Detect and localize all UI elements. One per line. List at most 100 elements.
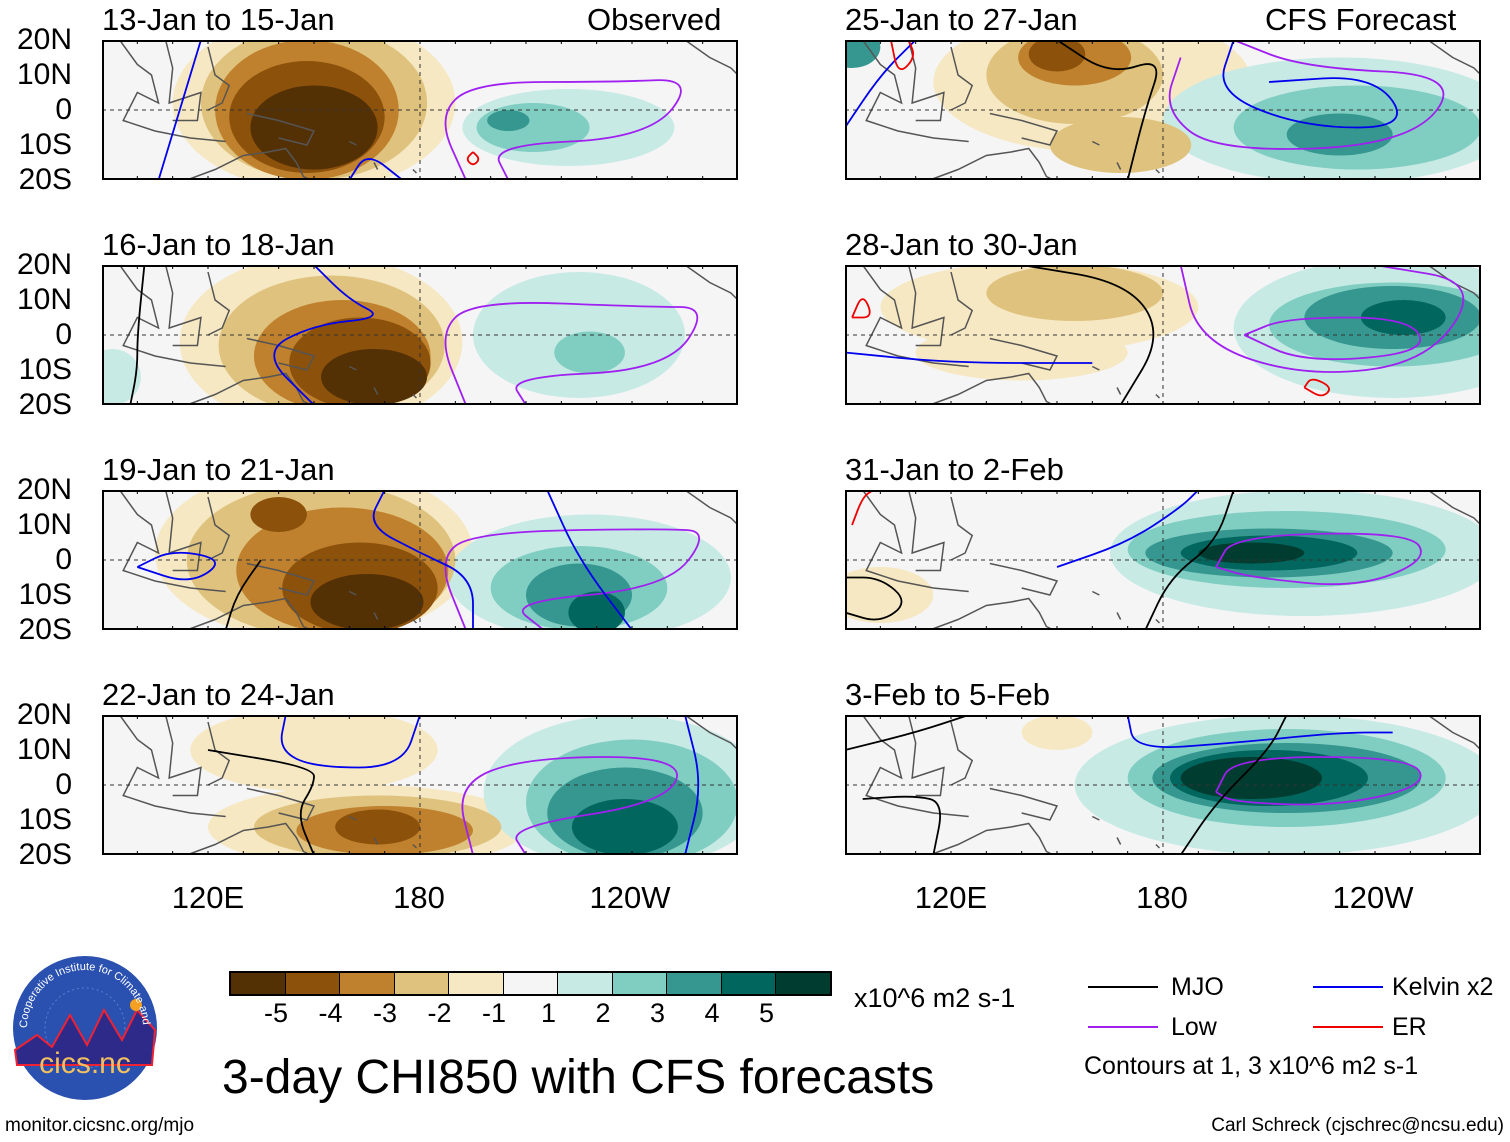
coastline xyxy=(246,562,316,596)
coastline xyxy=(1155,843,1160,849)
anomaly-shading xyxy=(102,349,141,405)
panel-title: 28-Jan to 30-Jan xyxy=(845,227,1078,262)
panel-title: 22-Jan to 24-Jan xyxy=(102,677,335,712)
mjo-contour xyxy=(845,576,903,621)
lat-label: 10N xyxy=(16,283,72,316)
anomaly-shading xyxy=(1021,715,1093,750)
lat-label: 20S xyxy=(18,613,72,646)
map-panel xyxy=(102,715,738,855)
colorbar-swatch xyxy=(776,973,830,994)
colorbar-label: -2 xyxy=(427,998,452,1028)
anomaly-shading xyxy=(1049,117,1192,173)
coastline xyxy=(907,490,945,572)
coastline xyxy=(186,147,311,180)
lat-label: 20S xyxy=(18,838,72,871)
kelvin-contour xyxy=(136,551,216,581)
colorbar-label: 4 xyxy=(704,998,720,1028)
cics-logo: Cooperative Institute for Climate and Sa… xyxy=(12,955,157,1100)
coastline xyxy=(164,490,202,572)
lon-label: 120E xyxy=(171,880,245,915)
anomaly-shading xyxy=(250,85,378,170)
er-legend-label: ER xyxy=(1392,1013,1427,1041)
colorbar-label: 1 xyxy=(540,998,557,1028)
coastline xyxy=(1427,715,1481,751)
panel-title: 13-Jan to 15-Jan xyxy=(102,2,335,37)
coastline xyxy=(207,496,231,561)
coastline xyxy=(950,46,974,111)
map-panel xyxy=(845,265,1481,405)
coastline xyxy=(684,490,738,526)
coastline xyxy=(186,372,311,405)
anomaly-shading xyxy=(250,497,307,532)
coastline xyxy=(119,490,226,593)
coastline xyxy=(412,168,417,174)
kelvin-contour xyxy=(546,490,633,630)
colorbar-labels: -5 -4 -3 -2 -1 1 2 3 4 5 xyxy=(256,998,801,1029)
panel-title: 3-Feb to 5-Feb xyxy=(845,677,1051,712)
lon-label: 120E xyxy=(914,880,988,915)
map-panel xyxy=(845,490,1481,630)
site-url[interactable]: monitor.cicsnc.org/mjo xyxy=(5,1115,195,1136)
coastline xyxy=(412,843,417,849)
kelvin-contour xyxy=(280,715,421,769)
coastline xyxy=(1155,393,1160,399)
mjo-legend-label: MJO xyxy=(1171,973,1224,1001)
coastline xyxy=(207,46,231,111)
anomaly-shading xyxy=(190,715,438,792)
panel-title: 16-Jan to 18-Jan xyxy=(102,227,335,262)
colorbar-swatch xyxy=(503,973,558,994)
map-panel xyxy=(102,265,738,405)
coastline xyxy=(207,271,231,336)
lat-label: 10N xyxy=(16,733,72,766)
lat-label: 10S xyxy=(18,803,72,836)
er-contour xyxy=(466,151,480,166)
colorbar-label: -1 xyxy=(481,998,506,1028)
coastline xyxy=(907,265,945,347)
coastline xyxy=(119,40,226,143)
logo-text: cics.nc xyxy=(39,1047,131,1080)
coastline xyxy=(349,365,357,371)
coastline xyxy=(373,387,379,395)
coastline xyxy=(1116,387,1122,395)
coastline xyxy=(349,815,357,821)
er-legend-line xyxy=(1313,1026,1383,1028)
lat-label: 20N xyxy=(16,23,72,56)
coastline xyxy=(164,265,202,347)
map-panel xyxy=(845,715,1481,855)
anomaly-shading xyxy=(845,567,934,623)
colorbar-label: -5 xyxy=(263,998,288,1028)
kelvin-contour xyxy=(157,40,202,180)
lat-label: 0 xyxy=(55,768,72,801)
low-contour xyxy=(444,79,682,180)
coastline xyxy=(684,265,738,301)
anomaly-shading xyxy=(1028,40,1086,72)
kelvin-contour xyxy=(1222,40,1398,129)
mjo-contour xyxy=(1144,490,1235,630)
coastline xyxy=(950,721,974,786)
mjo-contour xyxy=(224,559,262,630)
lat-label: 0 xyxy=(55,318,72,351)
lon-label: 120W xyxy=(589,880,671,915)
coastline xyxy=(373,837,379,845)
coastline xyxy=(1155,618,1160,624)
colorbar-swatch xyxy=(667,973,722,994)
colorbar-units: x10^6 m2 s-1 xyxy=(854,983,1016,1013)
colorbar-label: 5 xyxy=(758,998,775,1028)
lat-label: 20N xyxy=(16,248,72,281)
coastline xyxy=(950,271,974,336)
coastline xyxy=(412,618,417,624)
colorbar-swatch xyxy=(394,973,449,994)
mjo-legend-line xyxy=(1088,986,1158,988)
lat-label: 10S xyxy=(18,353,72,386)
map-panel xyxy=(845,40,1481,180)
low-contour xyxy=(1243,316,1422,361)
coastline xyxy=(119,715,226,818)
anomaly-shading xyxy=(1198,542,1305,564)
coastline xyxy=(684,715,738,751)
coastline xyxy=(989,562,1059,596)
low-contour xyxy=(1215,756,1422,806)
kelvin-legend-line xyxy=(1313,986,1383,988)
colorbar-swatch xyxy=(231,973,286,994)
map-panel xyxy=(102,490,738,630)
lon-label: 180 xyxy=(1136,880,1188,915)
